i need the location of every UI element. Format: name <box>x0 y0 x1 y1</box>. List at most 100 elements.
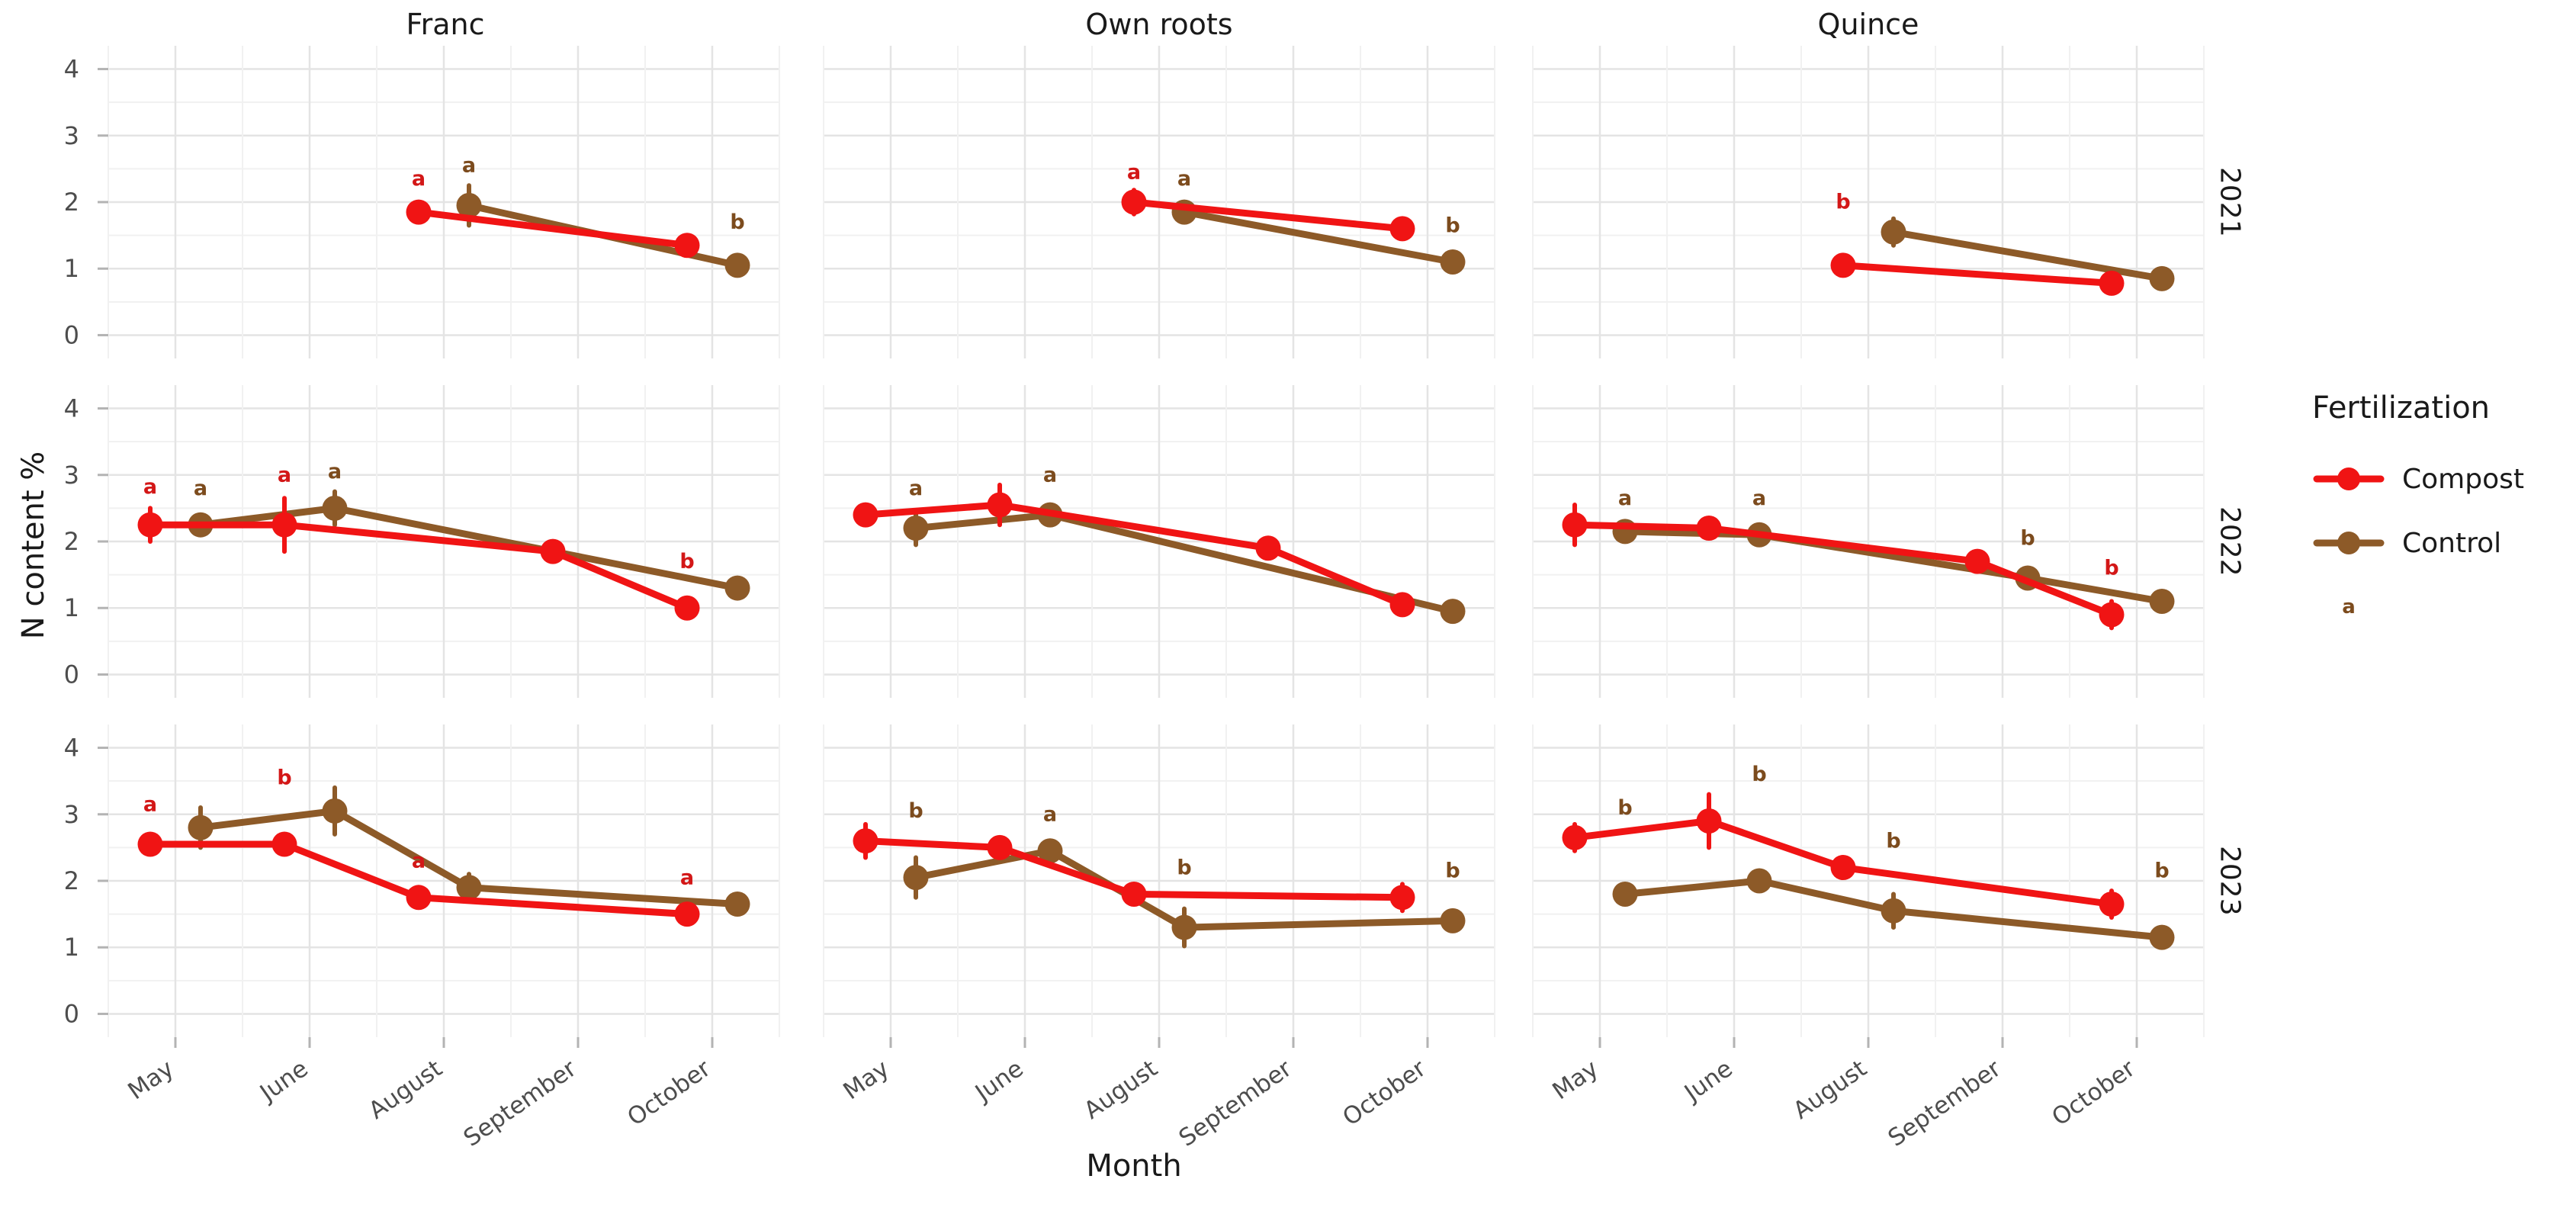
data-point <box>1440 599 1466 625</box>
sig-letter: a <box>1752 487 1766 510</box>
data-point <box>674 901 700 927</box>
data-point <box>1440 249 1466 275</box>
sig-letter: b <box>1617 796 1632 820</box>
data-point <box>724 892 750 917</box>
sig-letter: a <box>143 792 157 816</box>
data-point <box>2099 602 2125 628</box>
data-point <box>2149 589 2175 615</box>
sig-letter: b <box>730 210 744 234</box>
y-tick-label: 2 <box>64 527 79 556</box>
series-line <box>197 807 741 908</box>
sig-letter: a <box>1043 463 1057 487</box>
data-point <box>1612 881 1638 907</box>
data-point <box>1255 535 1281 561</box>
y-tick-label: 0 <box>64 660 79 689</box>
sig-letter: a <box>278 463 291 487</box>
series-line <box>1621 528 2166 606</box>
y-tick-label: 1 <box>64 593 79 622</box>
data-point <box>1746 868 1772 894</box>
series-line <box>1571 521 2115 618</box>
sig-letter: b <box>1752 763 1766 786</box>
data-point <box>987 492 1013 518</box>
series-line <box>1130 198 1406 233</box>
series-line <box>146 521 691 612</box>
data-point <box>1171 914 1197 940</box>
sig-letter: b <box>2020 526 2035 550</box>
y-tick-label: 0 <box>64 999 79 1028</box>
y-tick-label: 4 <box>64 55 79 84</box>
y-tick-label: 1 <box>64 254 79 283</box>
data-point <box>853 828 878 854</box>
y-tick-label: 4 <box>64 734 79 763</box>
x-tick-label: May <box>123 1055 178 1105</box>
legend-item-control: Control <box>2312 511 2571 575</box>
sig-letter: b <box>2154 859 2169 883</box>
data-point <box>322 495 348 521</box>
legend-item-compost: Compost <box>2312 447 2571 511</box>
x-tick-label: May <box>1547 1055 1603 1105</box>
y-tick-label: 1 <box>64 933 79 962</box>
y-tick-label: 0 <box>64 320 79 349</box>
data-point <box>1830 252 1856 278</box>
x-tick-label: August <box>1788 1055 1872 1125</box>
x-tick-label: October <box>622 1055 715 1132</box>
sig-letter: b <box>1445 214 1460 237</box>
data-point <box>137 512 163 538</box>
data-point <box>188 814 214 840</box>
data-point <box>903 516 929 541</box>
data-point <box>1389 592 1415 618</box>
control-key-icon <box>2313 532 2385 554</box>
series-line <box>862 501 1406 609</box>
sig-letter: b <box>1836 191 1850 214</box>
facet-strip-own-roots: Own roots <box>1085 8 1233 41</box>
significance-letter-key: a <box>2342 596 2356 618</box>
data-point <box>724 252 750 278</box>
sig-letter: b <box>1886 829 1900 853</box>
sig-letter: b <box>908 799 923 823</box>
data-point <box>271 831 297 857</box>
data-point <box>1389 216 1415 242</box>
data-point <box>540 538 566 564</box>
data-point <box>2099 270 2125 296</box>
x-tick-label: October <box>2047 1055 2140 1132</box>
series-line <box>1180 208 1457 266</box>
data-point <box>2099 892 2125 917</box>
sig-letter: a <box>412 167 426 191</box>
series-line <box>415 208 691 249</box>
y-tick-label: 2 <box>64 866 79 895</box>
data-point <box>137 831 163 857</box>
data-point <box>2149 924 2175 950</box>
data-point <box>456 192 482 218</box>
x-tick-label: September <box>459 1055 582 1152</box>
sig-letter: b <box>277 766 291 790</box>
data-point <box>1881 898 1906 924</box>
sig-letter: a <box>143 475 157 499</box>
y-tick-label: 4 <box>64 394 79 423</box>
legend: Fertilization Compost Control a <box>2312 390 2571 639</box>
sig-letter: b <box>1445 859 1460 883</box>
data-point <box>903 865 929 891</box>
sig-letter: b <box>1177 856 1191 879</box>
series-line <box>912 511 1457 615</box>
data-point <box>1037 838 1063 864</box>
data-point <box>853 502 878 528</box>
facet-strip-2022: 2022 <box>2214 506 2246 577</box>
data-point <box>1389 885 1415 911</box>
sig-letter: a <box>328 460 342 484</box>
sig-letter: a <box>1177 167 1191 191</box>
sig-letter: a <box>1043 802 1057 826</box>
data-point <box>2149 265 2175 291</box>
facet-strip-quince: Quince <box>1817 8 1919 41</box>
x-tick-label: August <box>364 1055 448 1125</box>
x-tick-label: May <box>838 1055 894 1105</box>
series-line <box>146 840 691 918</box>
data-point <box>724 575 750 601</box>
data-point <box>1696 808 1722 834</box>
sig-letter: b <box>2104 557 2118 580</box>
sig-letter: a <box>412 850 426 873</box>
x-tick-label: September <box>1174 1055 1297 1152</box>
data-point <box>1964 548 1990 574</box>
data-point <box>1121 189 1147 215</box>
